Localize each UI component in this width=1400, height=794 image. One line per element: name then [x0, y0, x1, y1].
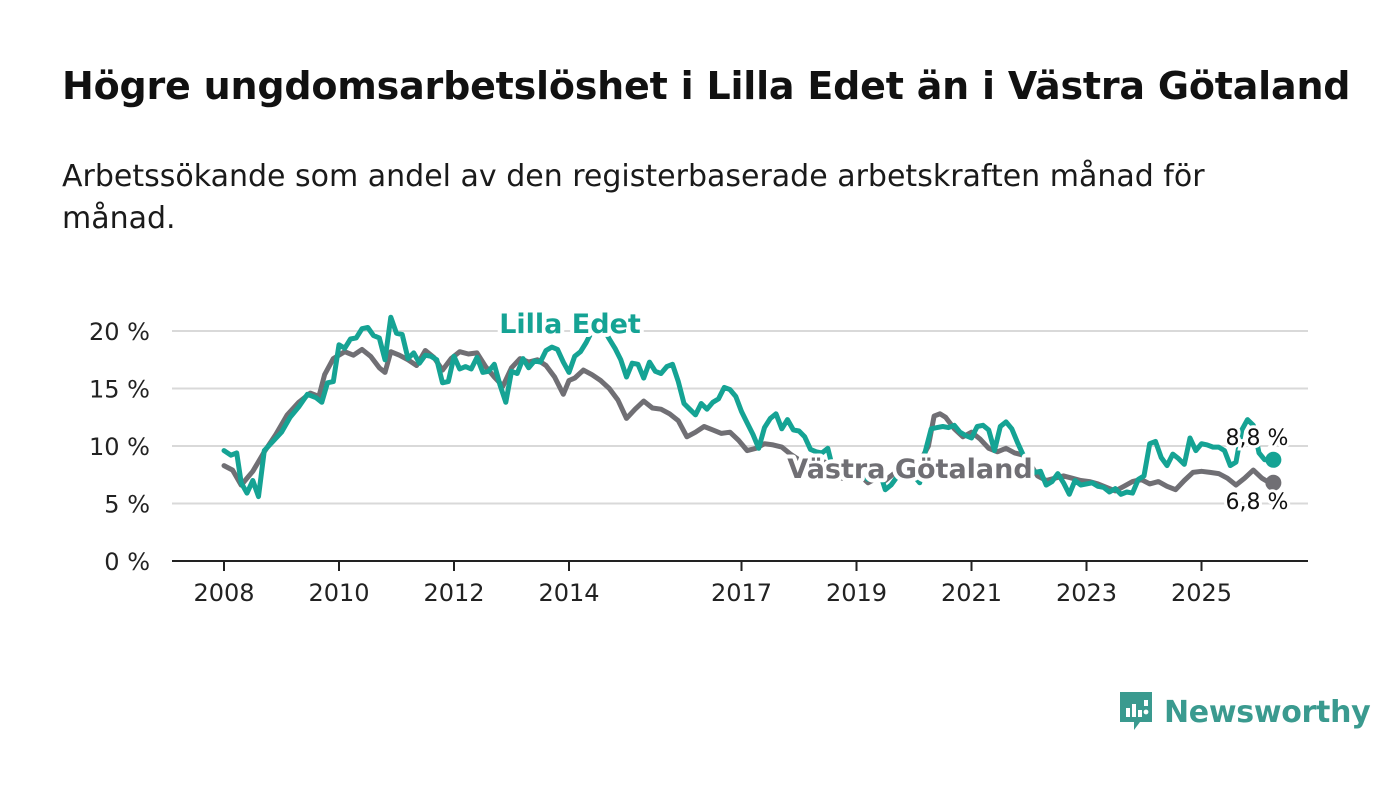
series-line-lilla-edet	[221, 314, 1276, 500]
page-subtitle: Arbetssökande som andel av den registerb…	[62, 159, 1205, 236]
x-tick-label: 2023	[1056, 579, 1117, 607]
end-value-label-lilla-edet: 8,8 %	[1226, 426, 1289, 451]
newsworthy-logo-text: Newsworthy	[1164, 694, 1371, 730]
x-tick-label: 2025	[1171, 579, 1232, 607]
y-tick-label: 5 %	[104, 491, 150, 519]
y-tick-label: 20 %	[89, 318, 150, 346]
series-end-point-lilla-edet	[1265, 451, 1282, 468]
y-axis-ticks: 0 % 5 % 10 % 15 % 20 %	[89, 318, 150, 576]
page-title: Högre ungdomsarbetslöshet i Lilla Edet ä…	[62, 64, 1351, 108]
y-tick-label: 15 %	[89, 376, 150, 404]
x-tick-label: 2021	[941, 579, 1002, 607]
series-lines	[221, 314, 1282, 500]
newsworthy-logo-icon	[1120, 692, 1152, 730]
x-tick-label: 2014	[538, 579, 599, 607]
x-tick-label: 2010	[308, 579, 369, 607]
x-tick-label: 2012	[423, 579, 484, 607]
x-tick-label: 2019	[826, 579, 887, 607]
end-value-label-v-stra-g-taland: 6,8 %	[1226, 490, 1289, 515]
x-tick-label: 2008	[193, 579, 254, 607]
y-tick-label: 0 %	[104, 548, 150, 576]
x-axis-ticks: 2008 2010 2012 2014 2017 2019 2021 2023 2025	[193, 561, 1232, 607]
series-label-v-stra-g-taland: Västra Götaland	[787, 454, 1032, 485]
series-line-v-stra-g-taland	[221, 346, 1276, 494]
y-tick-label: 10 %	[89, 433, 150, 461]
series-label-lilla-edet: Lilla Edet	[499, 309, 641, 340]
newsworthy-logo: Newsworthy	[1118, 690, 1371, 734]
x-tick-label: 2017	[711, 579, 772, 607]
series-end-point-v-stra-g-taland	[1265, 474, 1282, 491]
series-labels: Västra Götaland Lilla Edet 6,8 % 8,8 %	[495, 305, 1291, 518]
